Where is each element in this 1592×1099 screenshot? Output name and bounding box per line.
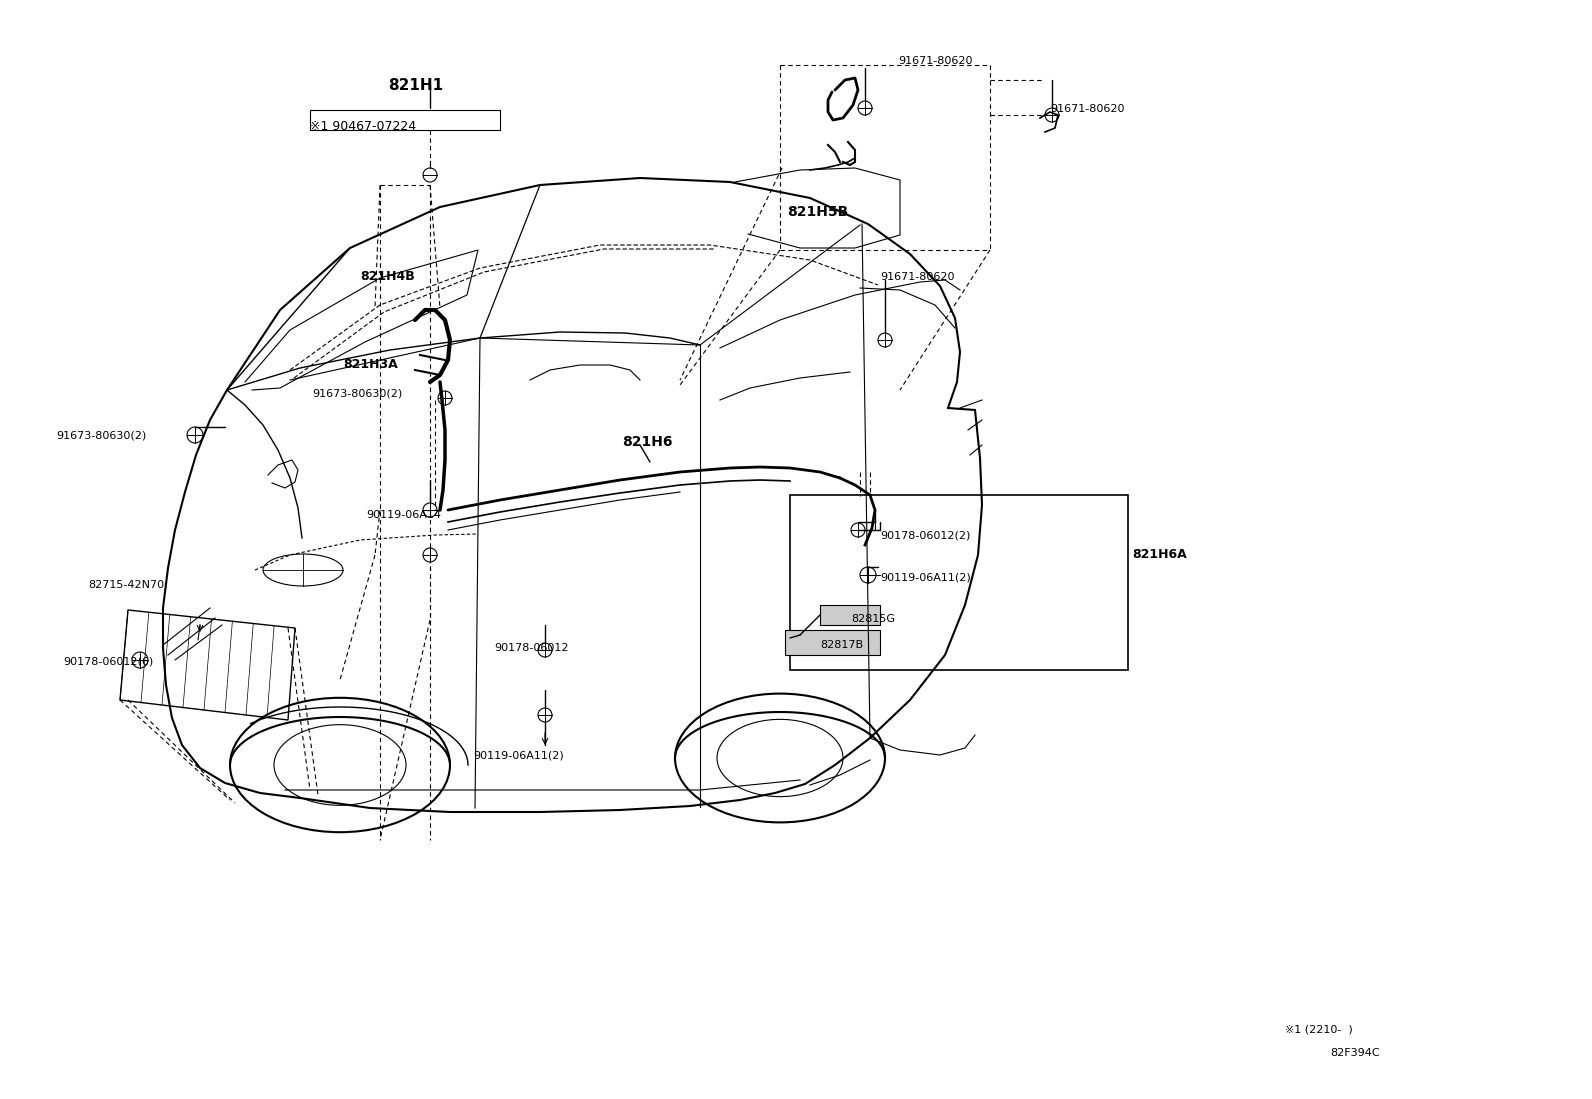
- Text: 91671-80620: 91671-80620: [880, 271, 955, 282]
- Text: ※1 (2210-  ): ※1 (2210- ): [1285, 1025, 1353, 1035]
- Text: 90119-06A11(2): 90119-06A11(2): [880, 571, 971, 582]
- Text: 821H6A: 821H6A: [1132, 548, 1186, 560]
- Text: 821H6: 821H6: [622, 435, 672, 449]
- Text: 82F394C: 82F394C: [1329, 1048, 1380, 1058]
- Text: 821H1: 821H1: [388, 78, 443, 93]
- Text: 821H3A: 821H3A: [342, 358, 398, 371]
- Text: 90178-06012: 90178-06012: [494, 643, 568, 653]
- Text: 91671-80620: 91671-80620: [898, 56, 973, 66]
- Text: 90178-06012(2): 90178-06012(2): [880, 530, 971, 540]
- Polygon shape: [820, 606, 880, 625]
- Text: 91673-80630(2): 91673-80630(2): [312, 388, 403, 398]
- Polygon shape: [785, 630, 880, 655]
- Text: 82815G: 82815G: [852, 614, 895, 624]
- Text: 82817B: 82817B: [820, 640, 863, 650]
- Text: 821H4B: 821H4B: [360, 270, 416, 284]
- Text: 821H5B: 821H5B: [786, 206, 849, 219]
- Text: 90178-06012(6): 90178-06012(6): [64, 657, 153, 667]
- Text: 90119-06A14: 90119-06A14: [366, 510, 441, 520]
- Text: 91671-80620: 91671-80620: [1051, 104, 1124, 114]
- Text: ※1 90467-07224: ※1 90467-07224: [310, 120, 416, 133]
- Text: 82715-42N70: 82715-42N70: [88, 580, 164, 590]
- Text: 91673-80630(2): 91673-80630(2): [56, 430, 146, 440]
- Text: 90119-06A11(2): 90119-06A11(2): [473, 750, 564, 761]
